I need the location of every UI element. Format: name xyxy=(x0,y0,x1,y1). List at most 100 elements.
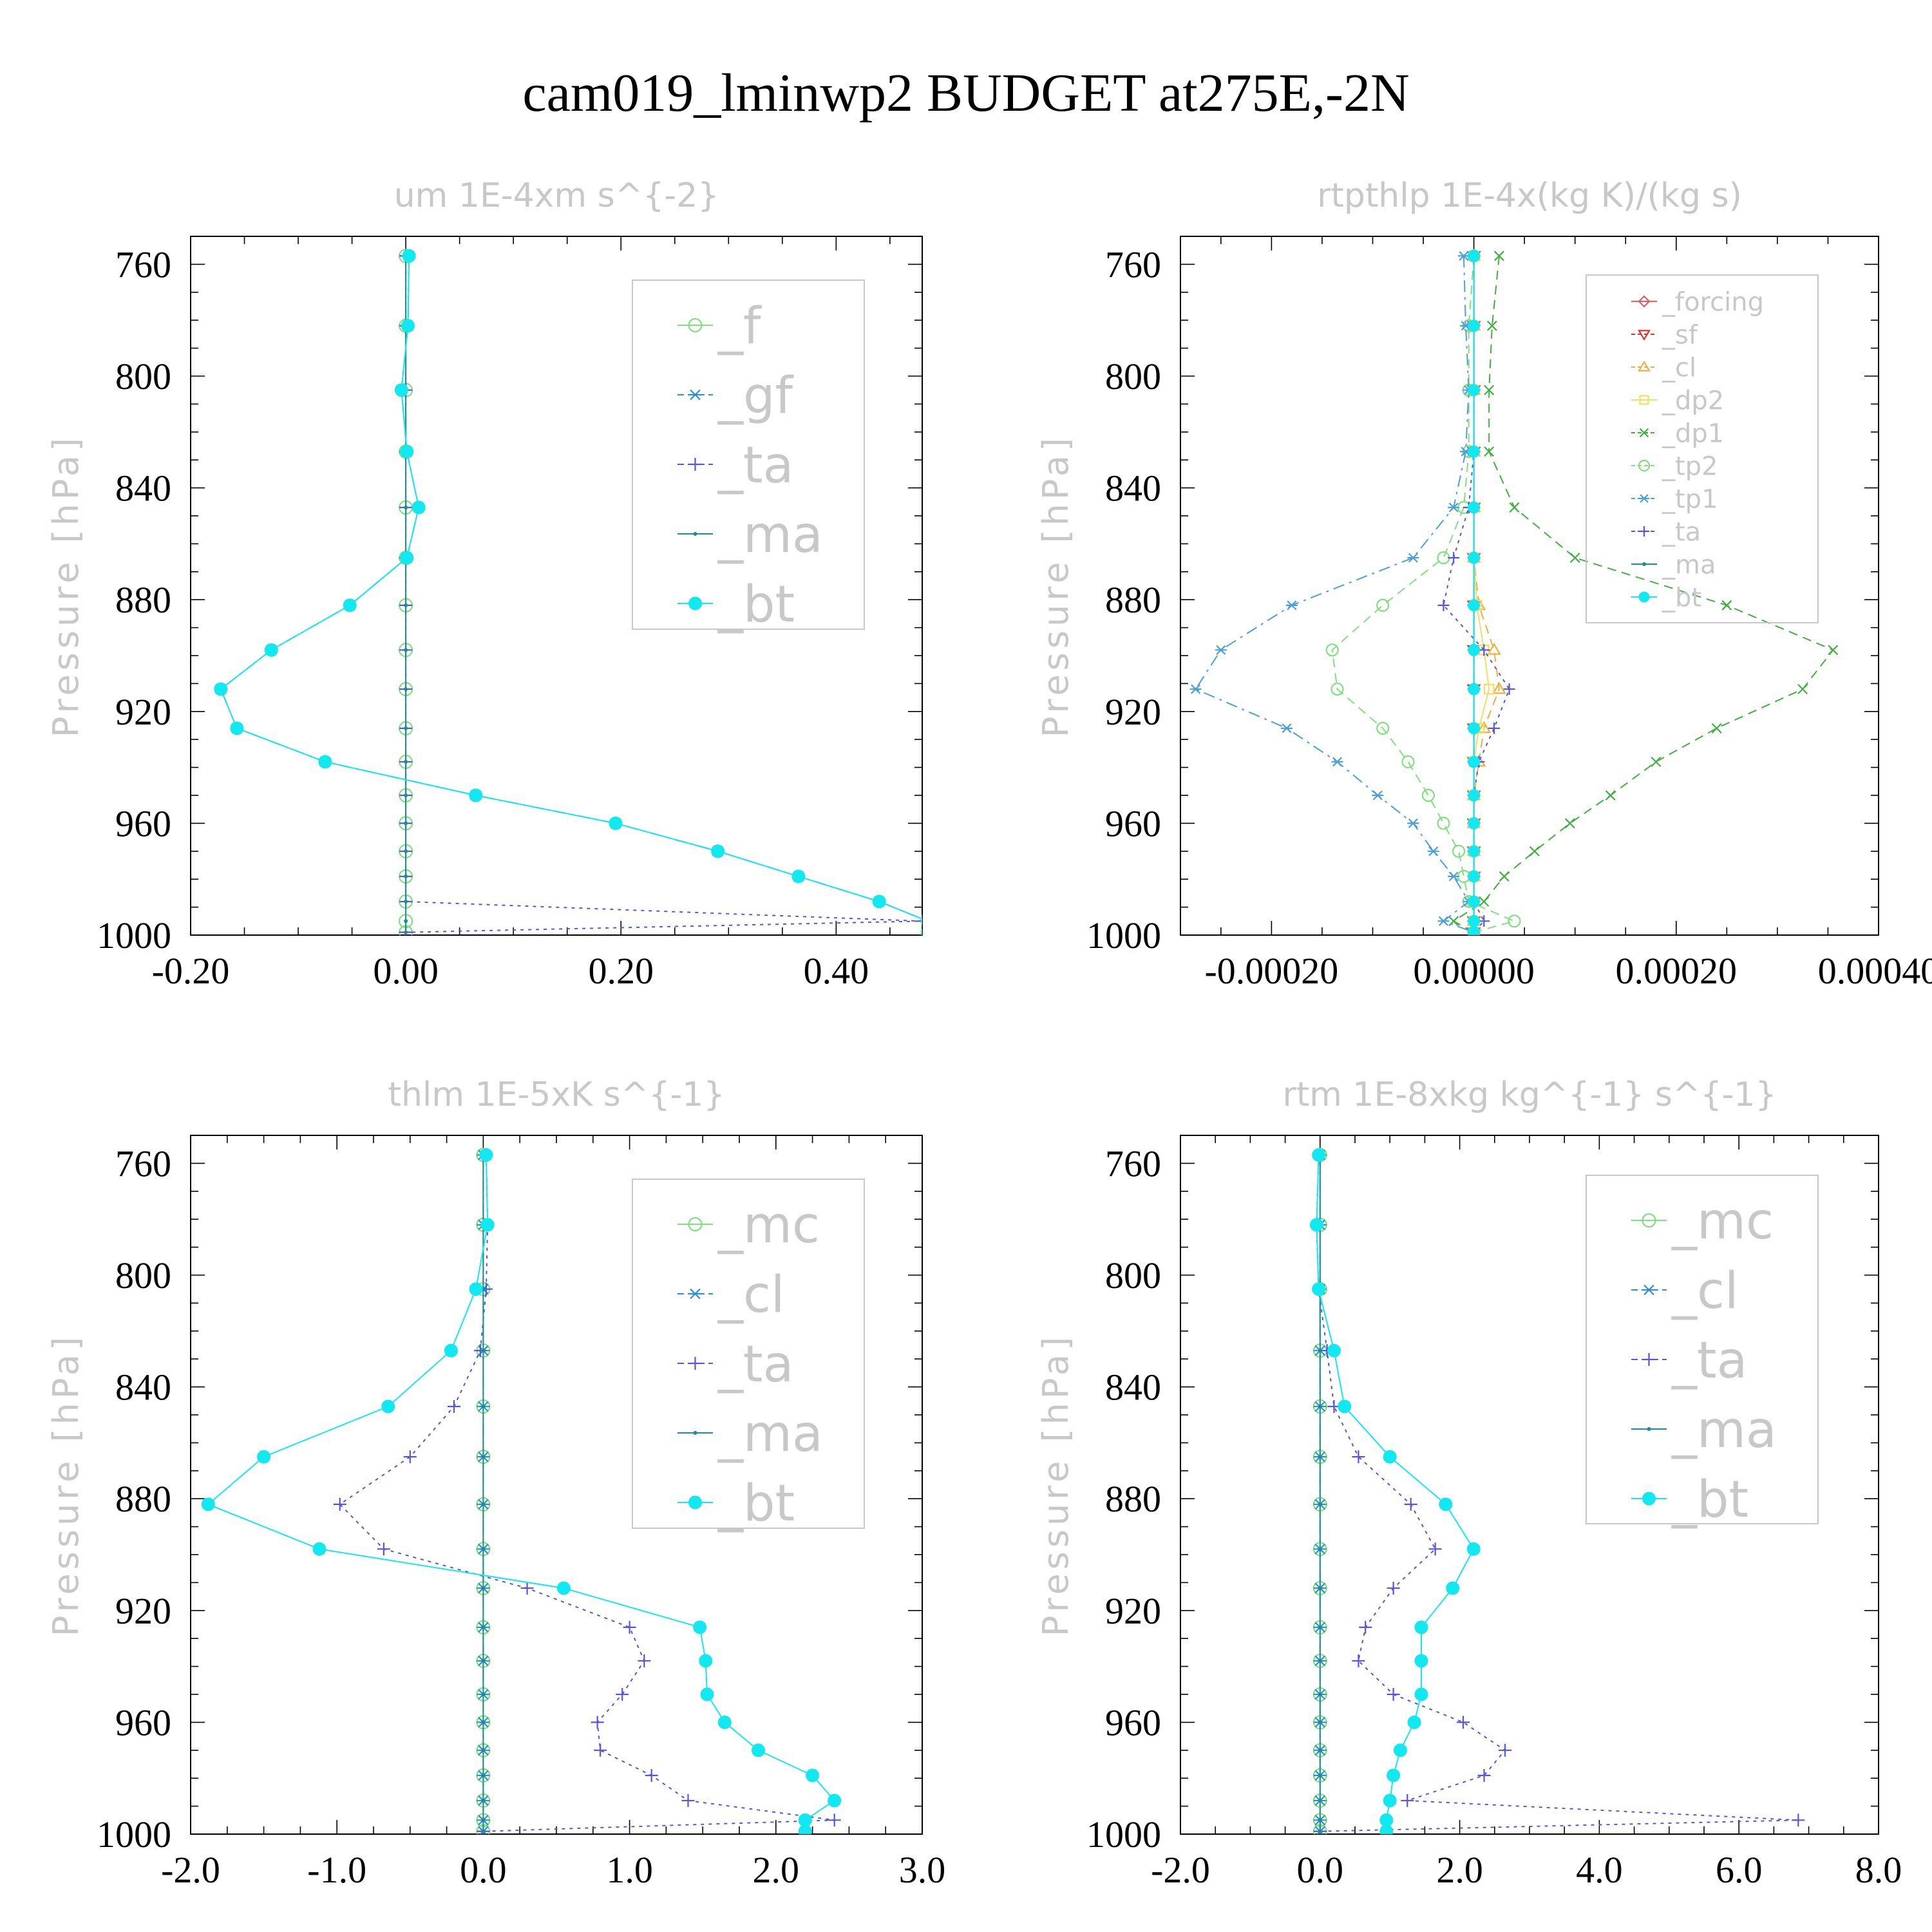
data-point-ma xyxy=(481,1773,486,1777)
data-point-ma xyxy=(404,603,408,607)
data-point-bt xyxy=(1309,1218,1323,1232)
data-point-dp1 xyxy=(1711,723,1722,734)
data-point-bt xyxy=(469,1282,483,1296)
y-tick-label: 840 xyxy=(115,1367,171,1408)
x-tick-label: 2.0 xyxy=(1436,1849,1483,1891)
data-point-ta xyxy=(1457,1716,1470,1729)
data-point-cl xyxy=(1492,681,1506,694)
legend-marker-ta xyxy=(1642,1353,1656,1366)
legend-marker-gf xyxy=(688,389,702,401)
data-point-ta xyxy=(520,1582,534,1595)
data-point-ta xyxy=(1478,644,1490,656)
legend-marker-bt xyxy=(1638,591,1650,603)
data-point-bt xyxy=(469,788,483,802)
data-point-bt xyxy=(201,1497,215,1511)
data-point-ta xyxy=(1428,1542,1442,1556)
data-point-ta xyxy=(1352,1654,1365,1667)
data-point-tp1 xyxy=(1407,818,1419,828)
data-point-bt xyxy=(400,551,414,565)
data-point-ma xyxy=(1318,1349,1322,1353)
legend-marker-ta xyxy=(688,458,702,471)
legend-label-ma: _ma xyxy=(717,506,823,564)
x-tick-label: 4.0 xyxy=(1576,1849,1623,1891)
y-tick-label: 800 xyxy=(115,355,171,397)
legend-label-cl: _cl xyxy=(1671,1262,1739,1320)
panel-title: um 1E-4xm s^{-2} xyxy=(394,176,719,215)
x-tick-label: 0.00020 xyxy=(1616,950,1738,992)
chart-panel-4: rtm 1E-8xkg kg^{-1} s^{-1} Pressure [hPa]… xyxy=(1036,1075,1902,1891)
data-point-ta xyxy=(1503,683,1515,696)
x-tick-label: -1.0 xyxy=(307,1849,366,1891)
data-point-dp1 xyxy=(1564,818,1575,829)
data-point-bt xyxy=(1468,501,1481,514)
legend-label-bt: _bt xyxy=(1662,583,1701,612)
panel-title: rtpthlp 1E-4x(kg K)/(kg s) xyxy=(1317,176,1742,215)
legend-box xyxy=(1586,1175,1819,1524)
data-point-ta xyxy=(828,1814,841,1827)
legend-marker-ma xyxy=(693,1431,697,1435)
data-point-bt xyxy=(402,249,416,263)
legend-label-f: _f xyxy=(717,298,762,355)
data-point-ma xyxy=(481,1455,486,1459)
data-point-bt xyxy=(1312,1148,1326,1162)
data-point-bt xyxy=(1468,926,1481,935)
data-point-ta xyxy=(638,1654,651,1667)
y-tick-label: 880 xyxy=(1105,1478,1161,1520)
legend-label-ta: _ta xyxy=(717,1336,793,1394)
series-group xyxy=(214,249,922,935)
y-tick-label: 800 xyxy=(1105,1255,1161,1296)
data-point-bt xyxy=(1327,1343,1341,1358)
data-point-bt xyxy=(1468,817,1481,829)
legend-marker-ta xyxy=(688,1357,702,1370)
legend-label-dp1: _dp1 xyxy=(1662,419,1724,448)
data-point-bt xyxy=(1468,870,1481,883)
data-point-ma xyxy=(404,793,408,797)
data-point-bt xyxy=(480,1218,495,1232)
y-axis-label: Pressure [hPa] xyxy=(1036,1333,1076,1636)
data-point-bt xyxy=(828,1794,842,1808)
series-line-ta xyxy=(1316,1155,1799,1832)
x-tick-label: 0.00000 xyxy=(1413,950,1535,992)
legend-box xyxy=(632,279,865,630)
y-tick-label: 920 xyxy=(1105,691,1161,733)
data-point-bt xyxy=(1414,1654,1428,1668)
legend-marker-cl xyxy=(1638,360,1651,372)
data-point-dp1 xyxy=(1479,896,1490,907)
data-point-bt xyxy=(1439,1497,1453,1511)
data-point-ta xyxy=(645,1768,658,1782)
data-point-ma xyxy=(481,1586,486,1591)
data-point-ma xyxy=(1318,1692,1322,1696)
y-tick-label: 760 xyxy=(115,243,171,285)
data-point-tp1 xyxy=(1331,757,1343,767)
chart-panel-1: um 1E-4xm s^{-2} Pressure [hPa] 760 800 840 8… xyxy=(46,176,923,992)
data-point-dp1 xyxy=(1484,384,1495,395)
y-tick-label: 760 xyxy=(1105,1142,1161,1184)
data-point-ma xyxy=(404,687,408,692)
legend-marker-ma xyxy=(1647,1427,1651,1431)
data-point-ma xyxy=(1318,1625,1322,1629)
data-point-ma xyxy=(481,1798,486,1803)
y-tick-label: 880 xyxy=(115,1478,171,1520)
data-point-tp1 xyxy=(1448,502,1460,513)
data-point-bt xyxy=(872,895,886,909)
legend: _f _gf _ta _ma _bt xyxy=(632,279,865,634)
x-tick-label: 2.0 xyxy=(753,1849,800,1891)
data-point-bt xyxy=(1468,845,1481,858)
y-tick-label: 760 xyxy=(115,1142,171,1184)
x-tick-label: 0.20 xyxy=(588,950,654,992)
legend-marker-bt xyxy=(688,596,702,611)
data-point-dp1 xyxy=(1569,553,1580,564)
data-point-dp1 xyxy=(1721,600,1732,611)
data-point-bt xyxy=(1468,914,1481,927)
plot-frame xyxy=(1180,236,1879,936)
data-point-ma xyxy=(404,726,408,730)
data-point-dp1 xyxy=(1484,446,1495,457)
legend-marker-mc xyxy=(1642,1213,1656,1228)
legend-marker-bt xyxy=(1642,1492,1656,1506)
data-point-ma xyxy=(481,1404,486,1408)
data-point-ma xyxy=(481,1748,486,1752)
legend-label-ma: _ma xyxy=(1662,550,1716,580)
x-tick-label: 6.0 xyxy=(1716,1849,1763,1891)
legend-label-sf: _sf xyxy=(1662,320,1698,350)
